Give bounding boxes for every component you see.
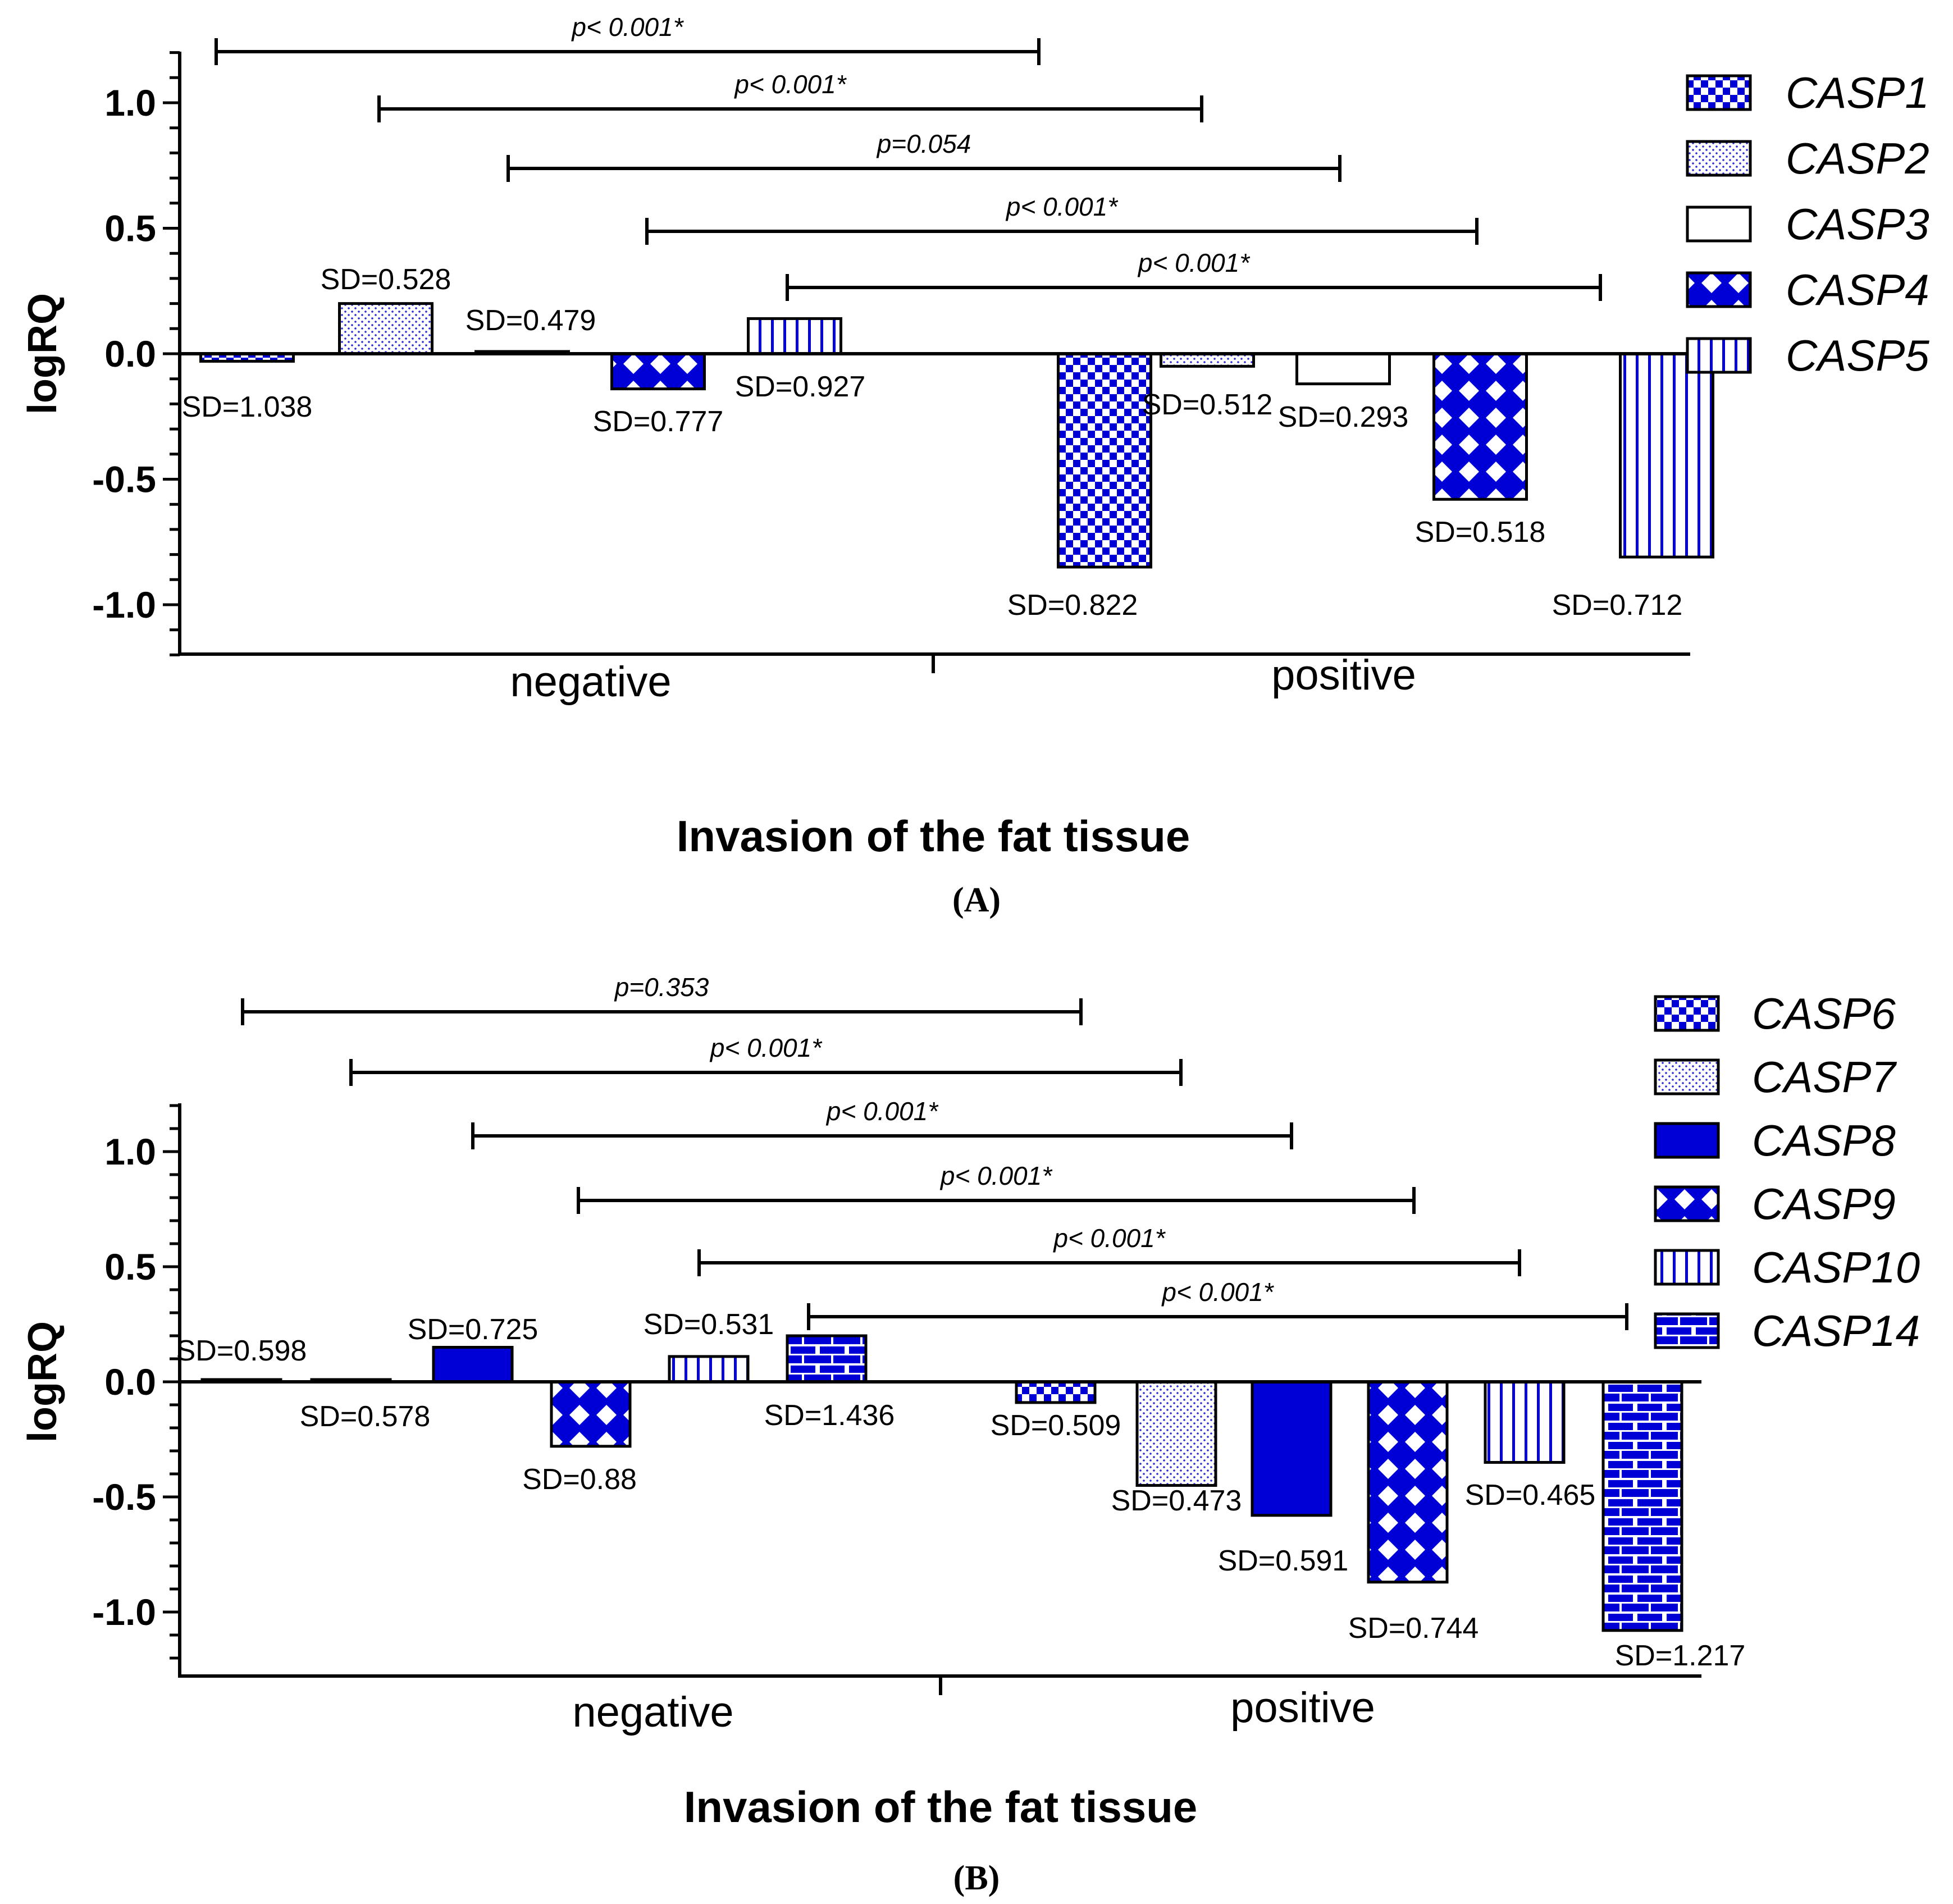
bar-casp14-positive: [1601, 1380, 1683, 1632]
x-axis-label: Invasion of the fat tissue: [684, 1782, 1197, 1832]
sd-label: SD=0.591: [1218, 1545, 1349, 1577]
bar-casp2-positive: [1160, 352, 1255, 368]
sd-label: SD=1.436: [764, 1399, 895, 1432]
sd-label: SD=1.038: [182, 391, 313, 423]
sd-label: SD=0.293: [1278, 401, 1409, 433]
chart-panel-a: 1.0 0.5 0.0 -0.5 -1.0 logRQ SD=1.038 SD=0.822 SD…: [20, 12, 1929, 919]
y-tick-label: -0.5: [92, 1476, 156, 1518]
legend-label: CASP1: [1786, 68, 1929, 117]
p-value-label: p=0.353: [614, 972, 709, 1002]
legend-label: CASP4: [1786, 265, 1929, 314]
sd-label: SD=0.531: [644, 1308, 774, 1341]
sd-label: SD=0.822: [1007, 589, 1138, 622]
bar-casp5-negative: [747, 317, 842, 355]
sd-label: SD=0.88: [522, 1463, 637, 1496]
x-category-label: positive: [1230, 1684, 1375, 1732]
bar-casp5-positive: [1619, 352, 1714, 559]
bar-casp8-negative: [432, 1346, 514, 1384]
bar-casp6-positive: [1015, 1380, 1097, 1404]
sd-label: SD=0.777: [593, 405, 724, 438]
sd-label: SD=0.927: [735, 371, 866, 403]
sd-label: SD=0.479: [466, 304, 596, 337]
panel-label: (B): [953, 1859, 1000, 1897]
bar-casp4-negative: [610, 352, 706, 391]
y-tick-label: -0.5: [92, 459, 156, 500]
bar-casp1-positive: [1057, 352, 1152, 569]
legend-label: CASP5: [1786, 331, 1929, 380]
p-value-label: p< 0.001*: [1005, 192, 1119, 221]
legend-swatch-casp14: [1654, 1312, 1720, 1349]
y-tick-label: -1.0: [92, 584, 156, 625]
sd-label: SD=0.578: [300, 1400, 431, 1433]
y-tick-label: 0.5: [104, 1246, 156, 1287]
bar-casp10-positive: [1484, 1380, 1566, 1464]
legend-swatch-casp6: [1654, 995, 1720, 1032]
legend-swatch-casp8: [1654, 1122, 1720, 1159]
legend-swatch-casp2: [1686, 140, 1752, 177]
legend-swatch-casp1: [1686, 74, 1752, 111]
y-tick-label: 1.0: [104, 1131, 156, 1172]
bar-casp4-positive: [1432, 352, 1528, 501]
legend-swatch-casp10: [1654, 1249, 1720, 1286]
sd-label: SD=0.512: [1142, 389, 1273, 421]
y-tick-label: 0.5: [104, 208, 156, 249]
legend-swatch-casp9: [1654, 1185, 1720, 1222]
legend-swatch-casp7: [1654, 1058, 1720, 1095]
legend-label: CASP9: [1752, 1179, 1896, 1229]
y-tick-label: 0.0: [104, 1361, 156, 1403]
y-axis-label: logRQ: [20, 293, 65, 414]
p-value-label: p< 0.001*: [939, 1161, 1053, 1190]
legend-swatch-casp3: [1686, 206, 1752, 243]
p-value-label: p< 0.001*: [825, 1097, 939, 1126]
sd-label: SD=0.744: [1348, 1612, 1479, 1645]
panel-label: (A): [952, 881, 1001, 919]
chart-panel-b: 1.0 0.5 0.0 -0.5 -1.0 logRQ SD=0.598 SD=0.509 SD…: [20, 972, 1920, 1897]
bar-casp14-negative: [786, 1334, 868, 1384]
y-tick-label: 1.0: [104, 82, 156, 124]
x-category-label: positive: [1271, 651, 1416, 699]
legend-label: CASP14: [1752, 1306, 1920, 1355]
legend-label: CASP8: [1752, 1116, 1896, 1165]
y-tick-label: 0.0: [104, 333, 156, 375]
p-value-label: p< 0.001*: [1137, 248, 1251, 277]
legend-label: CASP10: [1752, 1243, 1920, 1292]
bar-casp2-negative: [338, 302, 434, 355]
x-axis-label: Invasion of the fat tissue: [677, 811, 1190, 861]
legend-label: CASP7: [1752, 1052, 1897, 1102]
y-axis-label: logRQ: [20, 1321, 65, 1442]
legend-label: CASP2: [1786, 134, 1929, 183]
x-category-label: negative: [572, 1688, 733, 1736]
bar-casp9-negative: [550, 1380, 632, 1448]
p-value-label: p< 0.001*: [571, 12, 684, 42]
bar-casp10-negative: [668, 1355, 750, 1384]
sd-label: SD=1.217: [1615, 1640, 1746, 1672]
sd-label: SD=0.509: [991, 1409, 1121, 1442]
p-value-label: p=0.054: [876, 129, 971, 158]
sd-label: SD=0.465: [1465, 1479, 1596, 1512]
bar-casp7-positive: [1135, 1380, 1217, 1487]
bar-casp8-positive: [1251, 1380, 1333, 1517]
legend-label: CASP6: [1752, 989, 1896, 1038]
y-tick-label: -1.0: [92, 1591, 156, 1633]
sd-label: SD=0.473: [1111, 1485, 1242, 1517]
sd-label: SD=0.598: [176, 1335, 307, 1367]
p-value-label: p< 0.001*: [1161, 1277, 1274, 1307]
p-value-label: p< 0.001*: [1052, 1223, 1166, 1253]
legend-swatch-casp4: [1686, 271, 1752, 308]
p-value-label: p< 0.001*: [709, 1033, 823, 1062]
bar-casp9-positive: [1367, 1380, 1449, 1584]
sd-label: SD=0.518: [1415, 516, 1546, 549]
x-category-label: negative: [510, 658, 671, 706]
legend-swatch-casp5: [1686, 337, 1752, 374]
legend-label: CASP3: [1786, 199, 1929, 249]
sd-label: SD=0.528: [321, 263, 451, 296]
bar-casp3-positive: [1295, 352, 1391, 386]
sd-label: SD=0.725: [408, 1313, 539, 1346]
p-value-label: p< 0.001*: [733, 70, 847, 99]
sd-label: SD=0.712: [1552, 589, 1683, 622]
